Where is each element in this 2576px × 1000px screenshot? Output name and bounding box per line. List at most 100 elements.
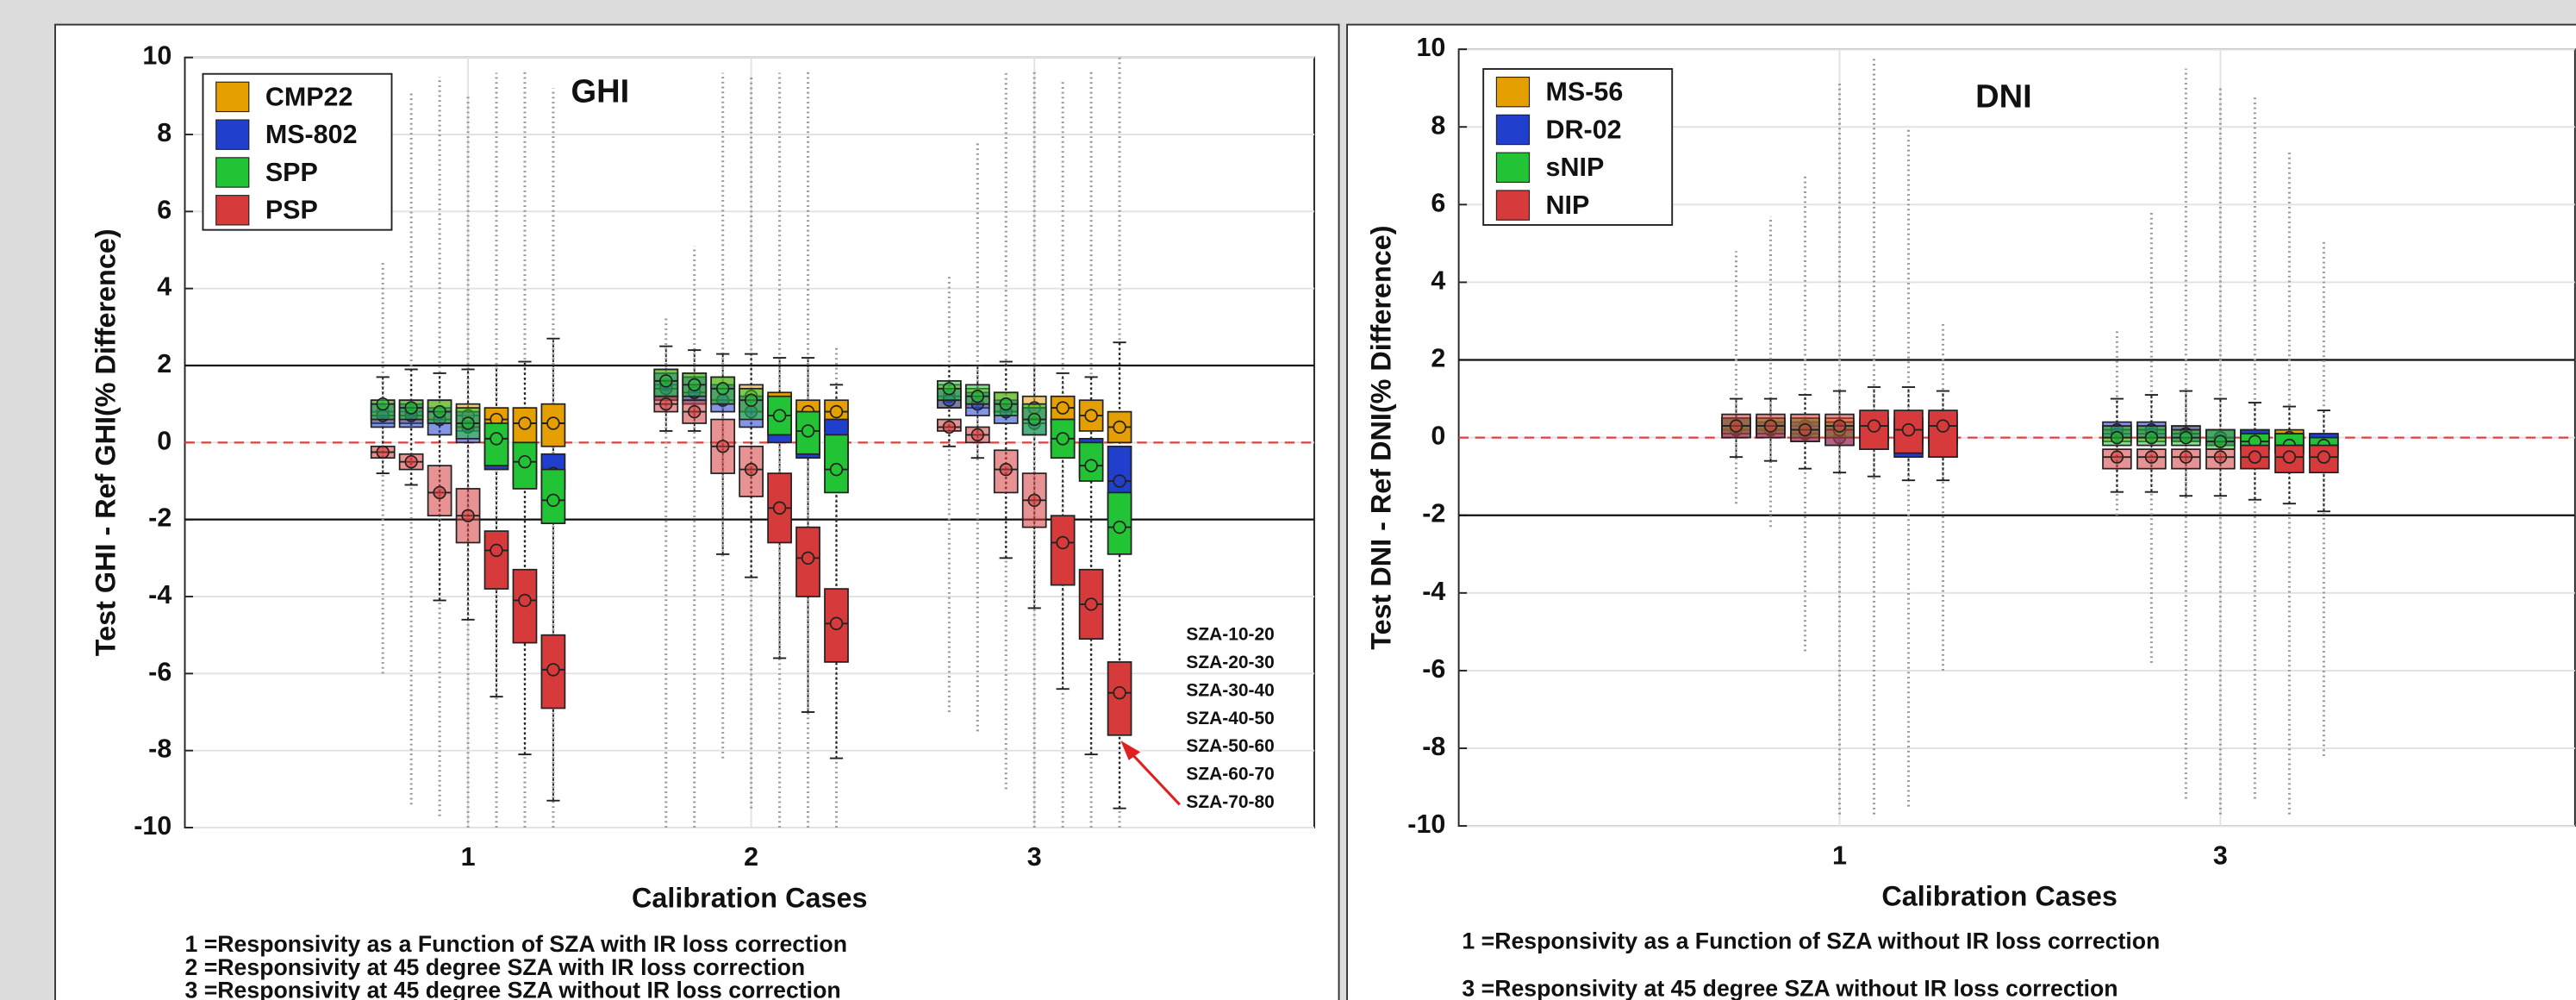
mean xyxy=(1832,419,1847,433)
mean xyxy=(1113,685,1126,700)
mean xyxy=(942,382,957,396)
mean xyxy=(829,462,844,477)
y-tick-label: 8 xyxy=(1431,110,1445,140)
y-tick-label: 4 xyxy=(1431,266,1445,295)
mean xyxy=(688,378,702,392)
mean xyxy=(433,404,446,419)
y-tick-label: 10 xyxy=(142,41,172,71)
sza-label: SZA-30-40 xyxy=(1186,680,1274,700)
y-tick-label: 4 xyxy=(157,272,172,302)
x-tick-label: 3 xyxy=(2213,841,2228,870)
mean xyxy=(2110,450,2124,464)
mean xyxy=(2179,450,2193,464)
mean xyxy=(376,397,390,411)
y-tick-label: -10 xyxy=(1407,809,1445,839)
mean xyxy=(376,445,390,459)
legend-label: DR-02 xyxy=(1546,115,1622,144)
mean xyxy=(2282,450,2297,464)
sza-label: SZA-40-50 xyxy=(1186,709,1274,728)
mean xyxy=(2144,430,2159,445)
mean xyxy=(546,416,560,430)
note: 3 =Responsivity at 45 degree SZA without… xyxy=(184,978,840,1000)
legend-swatch xyxy=(1495,114,1531,146)
mean xyxy=(999,397,1013,411)
y-tick-label: -2 xyxy=(148,503,172,533)
mean xyxy=(2179,430,2193,445)
mean xyxy=(490,432,503,446)
y-tick-label: -10 xyxy=(134,811,172,841)
mean xyxy=(1056,535,1070,550)
mean xyxy=(772,501,787,515)
mean xyxy=(688,404,702,419)
mean xyxy=(490,543,503,558)
box xyxy=(1928,409,1958,459)
box xyxy=(483,530,509,590)
mean xyxy=(2144,450,2159,464)
mean xyxy=(970,428,985,442)
mean xyxy=(1027,493,1041,508)
x-tick-label: 1 xyxy=(461,842,476,872)
mean xyxy=(518,454,532,469)
legend-swatch xyxy=(1495,190,1531,221)
y-tick-label: -4 xyxy=(1422,577,1445,606)
y-tick-label: 8 xyxy=(157,118,172,147)
y-axis-label: Test DNI - Ref DNI(% Difference) xyxy=(1366,225,1397,649)
legend-swatch xyxy=(1495,76,1531,108)
mean xyxy=(999,462,1013,477)
legend-label: sNIP xyxy=(1546,153,1605,182)
chart-title: DNI xyxy=(1975,78,2032,115)
box xyxy=(993,449,1019,494)
y-tick-label: 0 xyxy=(1431,422,1445,451)
mean xyxy=(772,409,787,422)
legend-swatch xyxy=(215,157,250,188)
legend-label: MS-802 xyxy=(265,120,358,149)
mean xyxy=(461,509,475,522)
x-tick-label: 2 xyxy=(744,842,758,872)
legend-label: SPP xyxy=(265,158,318,187)
y-tick-label: -4 xyxy=(148,580,172,609)
sza-label: SZA-20-30 xyxy=(1186,653,1274,672)
mean xyxy=(1056,432,1070,446)
y-axis-label: Test GHI - Ref GHI(% Difference) xyxy=(90,228,122,656)
mean xyxy=(744,393,758,407)
legend-label: MS-56 xyxy=(1546,78,1624,107)
x-axis-label: Calibration Cases xyxy=(1881,880,2117,911)
mean xyxy=(1936,419,1950,433)
legend-label: NIP xyxy=(1546,191,1590,220)
mean xyxy=(1113,474,1126,488)
arrow-head xyxy=(1120,741,1141,760)
mean xyxy=(1084,459,1098,472)
mean xyxy=(1027,412,1041,427)
mean xyxy=(433,485,446,500)
mean xyxy=(1084,597,1098,611)
note: 2 =Responsivity at 45 degree SZA with IR… xyxy=(184,954,805,980)
mean xyxy=(1084,409,1098,422)
mean xyxy=(1113,520,1126,534)
y-tick-label: -6 xyxy=(148,657,172,686)
mean xyxy=(970,390,985,403)
y-tick-label: -8 xyxy=(1422,732,1445,761)
mean xyxy=(801,424,815,438)
y-tick-label: 2 xyxy=(157,349,172,378)
mean xyxy=(1113,420,1126,434)
box xyxy=(1050,515,1076,586)
mean xyxy=(1056,401,1070,415)
mean xyxy=(1901,422,1916,437)
legend-swatch xyxy=(215,119,250,150)
note: 1 =Responsivity as a Function of SZA wit… xyxy=(1462,928,2160,953)
mean xyxy=(1729,419,1743,433)
chart-title: GHI xyxy=(571,74,630,110)
mean xyxy=(546,493,560,508)
y-tick-label: -6 xyxy=(1422,654,1445,684)
y-tick-label: -2 xyxy=(1422,499,1445,528)
mean xyxy=(2317,450,2331,464)
mean xyxy=(1867,419,1881,433)
y-tick-label: 0 xyxy=(157,426,172,455)
legend-swatch xyxy=(215,195,250,226)
box xyxy=(710,376,736,405)
legend-label: PSP xyxy=(265,196,318,225)
sza-label: SZA-50-60 xyxy=(1186,736,1274,756)
mean xyxy=(2248,450,2262,464)
